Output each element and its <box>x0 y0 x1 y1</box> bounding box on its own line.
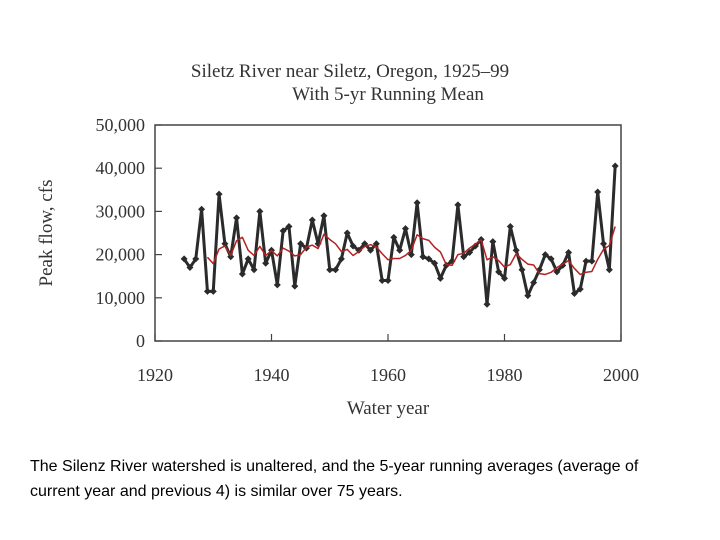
point-marker <box>256 207 264 215</box>
point-marker <box>547 255 555 263</box>
point-marker <box>413 199 421 207</box>
point-marker <box>297 240 305 248</box>
point-marker <box>541 251 549 259</box>
point-marker <box>390 233 398 241</box>
point-marker <box>332 266 340 274</box>
point-marker <box>221 240 229 248</box>
point-marker <box>582 257 590 265</box>
point-marker <box>396 246 404 254</box>
point-marker <box>227 253 235 261</box>
point-marker <box>518 266 526 274</box>
point-marker <box>401 225 409 233</box>
y-axis-label: Peak flow, cfs <box>36 180 57 287</box>
chart-subtitle: With 5-yr Running Mean <box>292 84 484 105</box>
point-marker <box>378 277 386 285</box>
point-marker <box>588 257 596 265</box>
x-tick-label: 1920 <box>137 365 173 385</box>
point-marker <box>262 259 270 267</box>
point-marker <box>337 255 345 263</box>
x-tick-label: 1940 <box>254 365 290 385</box>
point-marker <box>186 264 194 272</box>
point-marker <box>460 253 468 261</box>
series-line <box>182 165 617 306</box>
point-marker <box>308 216 316 224</box>
point-marker <box>506 223 514 231</box>
point-marker <box>600 240 608 248</box>
point-marker <box>320 212 328 220</box>
point-marker <box>605 266 613 274</box>
point-marker <box>431 259 439 267</box>
y-tick-label: 0 <box>136 331 145 351</box>
point-marker <box>384 277 392 285</box>
chart-title: Siletz River near Siletz, Oregon, 1925–9… <box>191 61 509 82</box>
point-marker <box>611 162 619 170</box>
x-axis-label: Water year <box>347 398 430 419</box>
point-marker <box>343 229 351 237</box>
point-marker <box>326 266 334 274</box>
point-marker <box>291 282 299 290</box>
chart: Siletz River near Siletz, Oregon, 1925–9… <box>36 61 639 419</box>
point-marker <box>285 223 293 231</box>
point-marker <box>407 251 415 259</box>
point-marker <box>273 281 281 289</box>
series-line <box>206 226 616 276</box>
x-tick-label: 1980 <box>487 365 523 385</box>
caption: The Silenz River watershed is unaltered,… <box>30 458 639 500</box>
y-tick-label: 20,000 <box>96 245 146 265</box>
point-marker <box>244 255 252 263</box>
point-marker <box>576 285 584 293</box>
point-marker <box>501 274 508 282</box>
point-marker <box>530 279 538 287</box>
point-marker <box>425 255 433 263</box>
point-marker <box>279 227 287 235</box>
point-marker <box>466 248 474 256</box>
point-marker <box>565 248 573 256</box>
point-marker <box>570 289 578 297</box>
point-marker <box>238 270 246 278</box>
y-tick-label: 10,000 <box>96 288 146 308</box>
point-marker <box>233 214 241 222</box>
y-tick-label: 50,000 <box>96 115 146 135</box>
point-marker <box>192 255 200 263</box>
point-marker <box>553 268 561 276</box>
y-tick-label: 30,000 <box>96 201 146 221</box>
point-marker <box>203 287 211 295</box>
point-marker <box>442 261 450 269</box>
point-marker <box>495 268 503 276</box>
x-tick-label: 1960 <box>370 365 406 385</box>
x-tick-label: 2000 <box>603 365 639 385</box>
point-marker <box>250 266 258 274</box>
point-marker <box>483 300 491 308</box>
point-marker <box>209 287 217 295</box>
point-marker <box>419 253 427 261</box>
point-marker <box>594 188 602 196</box>
point-marker <box>198 205 206 213</box>
point-marker <box>180 255 188 263</box>
y-tick-label: 40,000 <box>96 158 146 178</box>
point-marker <box>471 242 479 250</box>
point-marker <box>524 292 532 300</box>
point-marker <box>436 274 444 282</box>
point-marker <box>489 238 497 246</box>
point-marker <box>454 201 462 209</box>
point-marker <box>349 242 357 250</box>
point-marker <box>367 246 375 254</box>
point-marker <box>215 190 223 198</box>
point-marker <box>512 246 520 254</box>
